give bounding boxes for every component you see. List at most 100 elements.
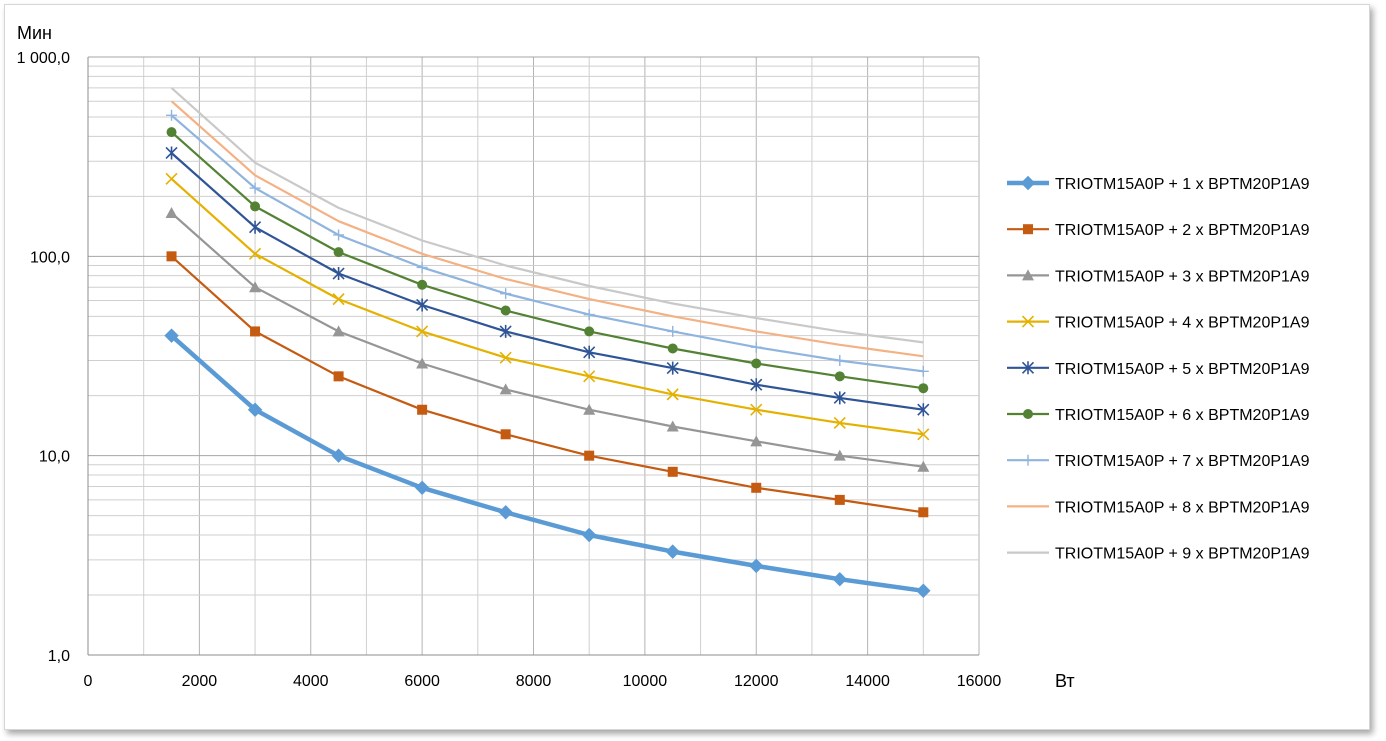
data-point <box>833 449 846 461</box>
y-tick-label: 100,0 <box>30 249 70 266</box>
legend: TRIOTM15A0P + 1 x BPTM20P1A9 TRIOTM15A0P … <box>1007 175 1310 563</box>
series-5 <box>165 146 930 417</box>
data-point <box>249 182 261 194</box>
x-tick-label: 2000 <box>182 673 218 690</box>
data-point <box>499 351 512 364</box>
data-point <box>333 229 345 241</box>
legend-item: TRIOTM15A0P + 5 x BPTM20P1A9 <box>1007 361 1310 378</box>
series-6 <box>166 127 929 394</box>
series-1 <box>164 328 931 598</box>
series-3 <box>165 206 930 472</box>
data-point <box>917 460 930 472</box>
x-tick-label: 4000 <box>293 673 329 690</box>
x-tick-label: 8000 <box>516 673 552 690</box>
data-point <box>666 388 679 401</box>
series-line <box>170 114 924 373</box>
data-point <box>333 247 344 258</box>
x-tick-label: 6000 <box>404 673 440 690</box>
axes: 0 2000 4000 6000 8000 10000 12000 14000 16000 1,0… <box>17 50 1002 690</box>
data-point <box>165 172 178 185</box>
data-point <box>248 220 262 234</box>
data-point <box>749 558 764 574</box>
data-point <box>667 466 678 477</box>
data-point <box>414 480 430 495</box>
data-point <box>584 450 595 461</box>
data-point <box>416 261 428 273</box>
data-point <box>583 309 595 321</box>
data-point <box>332 267 345 281</box>
legend-item: TRIOTM15A0P + 2 x BPTM20P1A9 <box>1007 222 1310 239</box>
legend-label: TRIOTM15A0P + 5 x BPTM20P1A9 <box>1055 361 1310 378</box>
legend-label: TRIOTM15A0P + 4 x BPTM20P1A9 <box>1055 315 1310 332</box>
data-point <box>833 416 846 429</box>
data-point <box>249 281 262 293</box>
data-point <box>750 378 763 392</box>
legend-item: TRIOTM15A0P + 8 x BPTM20P1A9 <box>1007 499 1310 516</box>
data-point <box>666 361 679 375</box>
grid <box>87 56 980 656</box>
data-point <box>581 527 597 543</box>
data-point <box>667 325 679 337</box>
data-point <box>751 358 762 369</box>
data-point <box>165 146 178 160</box>
legend-marker <box>1022 454 1034 466</box>
series-9 <box>170 87 924 344</box>
data-point <box>666 420 679 432</box>
y-axis-title: Мин <box>17 23 52 43</box>
data-point <box>331 448 346 463</box>
data-point <box>500 288 512 300</box>
legend-label: TRIOTM15A0P + 6 x BPTM20P1A9 <box>1055 407 1310 424</box>
y-tick-label: 10,0 <box>39 449 70 466</box>
legend-item: TRIOTM15A0P + 3 x BPTM20P1A9 <box>1007 268 1310 285</box>
series-line <box>170 334 924 594</box>
series-7 <box>166 109 929 377</box>
data-point <box>832 572 847 587</box>
series-layer <box>164 87 931 598</box>
data-point <box>750 435 763 447</box>
data-point <box>500 305 511 316</box>
legend-item: TRIOTM15A0P + 1 x BPTM20P1A9 <box>1007 175 1310 193</box>
x-tick-label: 0 <box>84 673 93 690</box>
data-point <box>834 494 845 505</box>
data-point <box>751 482 762 493</box>
legend-label: TRIOTM15A0P + 1 x BPTM20P1A9 <box>1055 176 1310 193</box>
series-8 <box>170 100 924 358</box>
chart-frame: 0 2000 4000 6000 8000 10000 12000 14000 16000 1,0… <box>4 4 1370 730</box>
legend-item: TRIOTM15A0P + 4 x BPTM20P1A9 <box>1007 315 1310 332</box>
data-point <box>417 279 428 290</box>
data-point <box>164 328 179 343</box>
data-point <box>416 357 429 369</box>
legend-item: TRIOTM15A0P + 9 x BPTM20P1A9 <box>1007 546 1310 563</box>
x-axis-title: Вт <box>1055 671 1075 691</box>
data-point <box>665 544 680 559</box>
legend-label: TRIOTM15A0P + 9 x BPTM20P1A9 <box>1055 546 1310 563</box>
data-point <box>499 324 512 338</box>
x-tick-label: 16000 <box>957 673 1002 690</box>
data-point <box>833 391 846 405</box>
legend-marker <box>1021 361 1035 375</box>
data-point <box>584 326 595 337</box>
data-point <box>918 383 929 394</box>
legend-marker <box>1020 175 1036 191</box>
data-point <box>166 109 178 121</box>
data-point <box>332 325 345 337</box>
x-tick-label: 12000 <box>734 673 779 690</box>
series-line <box>170 87 924 344</box>
data-point <box>333 371 344 382</box>
data-point <box>499 383 512 395</box>
series-2 <box>166 251 929 518</box>
legend-item: TRIOTM15A0P + 7 x BPTM20P1A9 <box>1007 453 1310 470</box>
legend-label: TRIOTM15A0P + 8 x BPTM20P1A9 <box>1055 499 1310 516</box>
data-point <box>417 404 428 415</box>
data-point <box>416 298 429 312</box>
data-point <box>667 343 678 354</box>
chart: 0 2000 4000 6000 8000 10000 12000 14000 16000 1,0… <box>17 23 1310 691</box>
data-point <box>166 251 177 262</box>
series-line <box>170 131 924 390</box>
data-point <box>750 341 762 353</box>
series-4 <box>165 172 930 441</box>
data-point <box>500 429 511 440</box>
data-point <box>917 428 930 441</box>
legend-marker <box>1021 315 1035 328</box>
data-point <box>166 127 177 138</box>
